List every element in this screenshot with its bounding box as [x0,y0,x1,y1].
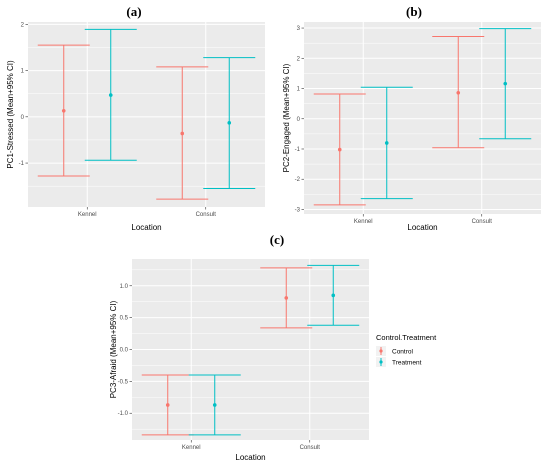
panel-b-ytick-label: 1 [297,87,301,93]
panel-b-ytick-label: -1 [295,147,301,153]
legend-key-point-treatment [379,360,383,364]
panel-a-treatment-consult-mean-point [227,121,232,125]
panel-c-ytick-label: 1.0 [120,284,129,290]
panel-b-background [304,22,541,214]
panel-b-ytick-label: 0 [297,117,301,123]
panel-b-x-axis-title: Location [407,223,437,232]
panel-b-label: (b) [406,4,422,19]
legend-key-point-control [379,349,383,353]
panel-a-ytick-label: 1 [21,69,25,75]
panel-a-control-kennel-mean-point [61,109,66,113]
panel-c-y-axis-title: PC3-Afraid (Mean+95% CI) [109,300,118,398]
panel-a-treatment-kennel-mean-point [108,93,113,97]
panel-c-xtick-label: Consult [300,445,321,451]
panel-c-ytick-label: 0.5 [120,316,129,322]
legend-label-treatment: Treatment [392,359,422,366]
panel-b-xtick-label: Consult [472,219,493,225]
panel-b-y-axis-title: PC2-Engaged (Mean+95% CI) [282,63,291,172]
panel-b-ytick-label: 3 [297,26,301,32]
panel-c-control-consult-mean-point [284,296,289,300]
legend-title: Control.Treatment [376,333,437,342]
panel-c-xtick-label: Kennel [182,445,201,451]
panel-b-ytick-label: 2 [297,56,301,62]
panel-c-x-axis-title: Location [235,453,265,462]
panel-a-x-axis-title: Location [131,223,161,232]
panel-c-treatment-kennel-mean-point [212,403,217,407]
panel-b-xtick-label: Kennel [354,219,373,225]
panel-a-ytick-label: 2 [21,22,25,28]
panel-c-treatment-consult-mean-point [331,293,336,298]
panel-b-ytick-label: -3 [295,207,301,213]
panel-a-ytick-label: -1 [19,161,25,167]
panel-a-y-axis-title: PC1-Stressed (Mean+95% CI) [6,60,15,169]
panel-a-xtick-label: Consult [196,212,217,218]
panel-a-ytick-label: 0 [21,115,25,121]
legend-label-control: Control [392,348,414,355]
panel-c-ytick-label: -1.0 [118,411,129,417]
panel-b-control-consult-mean-point [456,90,461,95]
panel-a-control-consult-mean-point [180,131,185,136]
panel-b-treatment-consult-mean-point [503,81,508,86]
panel-c-ytick-label: -0.5 [118,379,129,385]
panel-a-xtick-label: Kennel [78,212,97,218]
panel-a-label: (a) [126,4,141,19]
panel-c-control-kennel-mean-point [165,403,170,407]
panel-c-label: (c) [270,232,284,247]
panel-b-ytick-label: -2 [295,177,301,183]
panel-c-ytick-label: 0.0 [120,348,129,354]
panel-b-treatment-kennel-mean-point [384,141,389,145]
panel-b-control-kennel-mean-point [337,147,342,152]
